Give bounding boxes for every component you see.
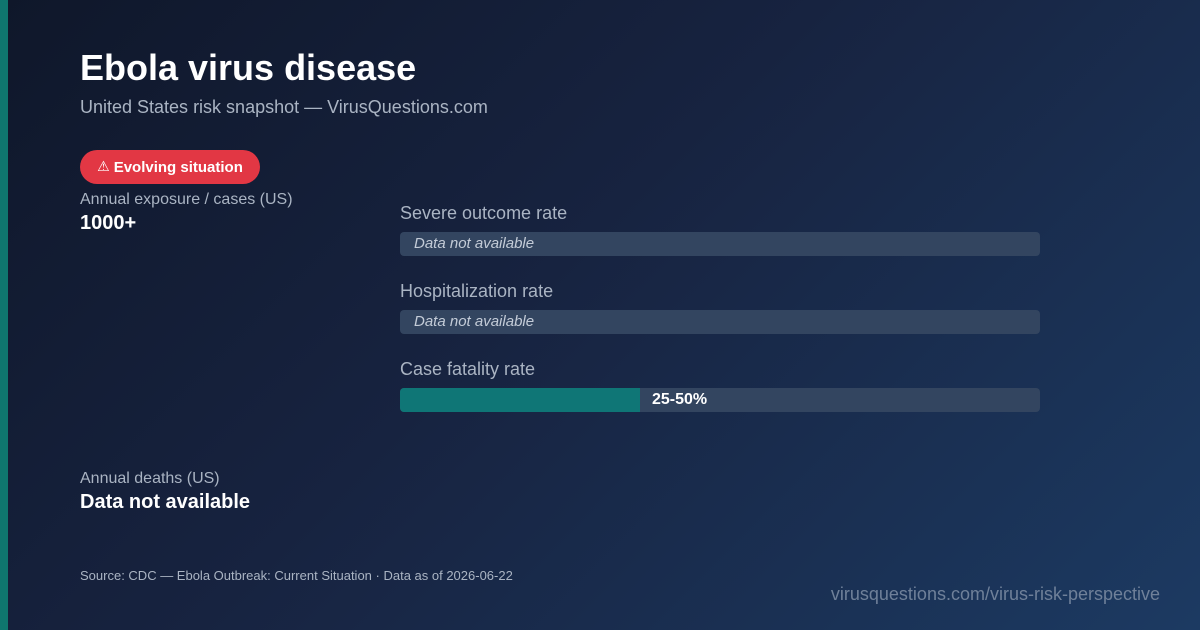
case-fatality-metric: Case fatality rate 25-50% xyxy=(400,358,1040,412)
page-subtitle: United States risk snapshot — VirusQuest… xyxy=(80,97,488,117)
accent-stripe xyxy=(0,0,8,630)
hospitalization-metric: Hospitalization rate Data not available xyxy=(400,280,1040,334)
page-title: Ebola virus disease xyxy=(80,47,417,88)
footer-url: virusquestions.com/virus-risk-perspectiv… xyxy=(830,584,1160,604)
deaths-label: Annual deaths (US) xyxy=(80,470,220,487)
hospitalization-value: Data not available xyxy=(414,313,535,330)
deaths-value: Data not available xyxy=(80,491,251,513)
warning-icon: ⚠ xyxy=(97,159,110,175)
case-fatality-bar: 25-50% xyxy=(400,388,1040,412)
exposure-value: 1000+ xyxy=(80,212,137,234)
source-note: Source: CDC — Ebola Outbreak: Current Si… xyxy=(80,568,513,583)
severe-outcome-metric: Severe outcome rate Data not available xyxy=(400,202,1040,256)
exposure-label: Annual exposure / cases (US) xyxy=(80,191,293,208)
hospitalization-bar: Data not available xyxy=(400,310,1040,334)
hospitalization-label: Hospitalization rate xyxy=(400,281,554,301)
case-fatality-value: 25-50% xyxy=(652,391,708,408)
status-badge-label: Evolving situation xyxy=(113,158,243,176)
status-badge: ⚠ Evolving situation xyxy=(80,150,260,184)
case-fatality-label: Case fatality rate xyxy=(400,359,536,379)
severe-outcome-bar: Data not available xyxy=(400,232,1040,256)
severe-outcome-value: Data not available xyxy=(414,235,535,252)
severe-outcome-label: Severe outcome rate xyxy=(400,203,568,223)
case-fatality-bar-fill xyxy=(400,388,640,412)
